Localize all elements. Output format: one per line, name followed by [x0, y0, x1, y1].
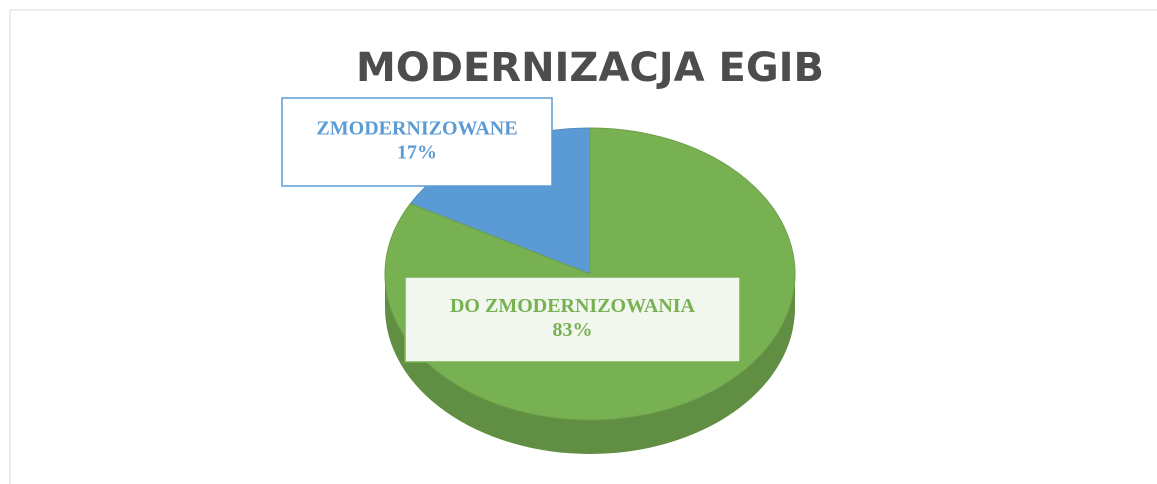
category-label: ZMODERNIZOWANE — [316, 118, 517, 140]
data-label-box — [281, 97, 553, 187]
value-label: 17% — [397, 142, 437, 164]
value-label: 83% — [553, 319, 593, 341]
pie-side — [385, 274, 795, 454]
category-label: DO ZMODERNIZOWANIA — [450, 295, 696, 317]
data-label-box — [404, 276, 741, 363]
chart-title: MODERNIZACJA EGIB — [356, 45, 824, 91]
